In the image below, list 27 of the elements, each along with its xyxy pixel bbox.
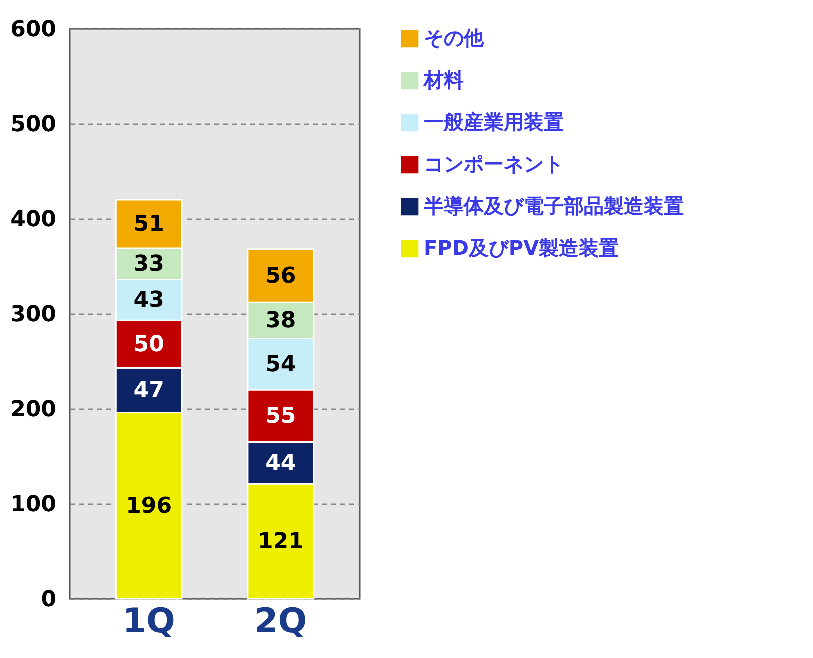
- data-label: 43: [134, 288, 164, 314]
- legend-label: 半導体及び電子部品製造装置: [423, 194, 684, 218]
- data-label: 47: [134, 378, 164, 404]
- data-label: 33: [134, 252, 164, 278]
- legend-label: 一般産業用装置: [424, 110, 564, 134]
- data-label: 55: [266, 404, 296, 430]
- y-tick-label: 500: [10, 112, 56, 138]
- x-tick-label: 1Q: [122, 602, 176, 642]
- data-label: 54: [266, 352, 296, 378]
- data-label: 50: [134, 332, 164, 358]
- data-label: 56: [266, 264, 296, 289]
- legend-label: コンポーネント: [424, 152, 564, 176]
- legend-label: 材料: [423, 68, 464, 92]
- x-tick-label: 2Q: [254, 602, 308, 642]
- legend-label: FPD及びPV製造装置: [424, 236, 620, 260]
- y-tick-label: 400: [10, 208, 56, 232]
- data-label: 121: [258, 530, 304, 555]
- data-label: 196: [126, 494, 172, 519]
- y-tick-label: 0: [41, 588, 56, 612]
- y-tick-label: 100: [10, 492, 56, 518]
- data-label: 38: [266, 308, 296, 334]
- y-tick-label: 600: [10, 18, 56, 42]
- y-tick-label: 200: [10, 398, 56, 422]
- data-label: 44: [266, 451, 296, 476]
- legend-label: その他: [424, 26, 485, 50]
- y-tick-label: 300: [10, 302, 56, 328]
- data-label: 51: [134, 212, 164, 238]
